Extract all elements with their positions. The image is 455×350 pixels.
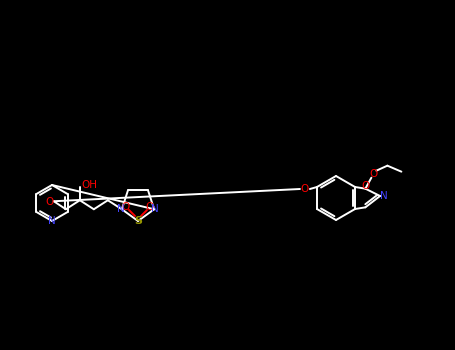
Text: O: O bbox=[146, 202, 154, 212]
Text: O: O bbox=[361, 181, 369, 191]
Text: O: O bbox=[46, 197, 54, 207]
Text: S: S bbox=[134, 216, 142, 226]
Text: O: O bbox=[301, 184, 309, 194]
Text: O: O bbox=[369, 169, 378, 178]
Text: N: N bbox=[152, 204, 159, 214]
Text: O: O bbox=[122, 202, 130, 212]
Text: N: N bbox=[117, 204, 125, 214]
Text: N: N bbox=[380, 191, 388, 201]
Text: N: N bbox=[48, 216, 56, 226]
Text: OH: OH bbox=[82, 180, 98, 190]
